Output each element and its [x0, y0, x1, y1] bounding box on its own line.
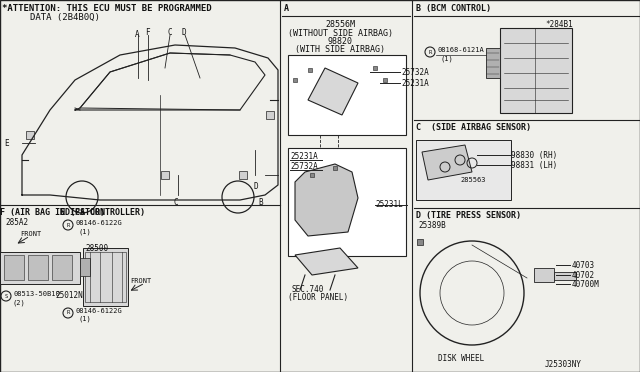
Bar: [554, 272, 576, 280]
Bar: [416, 140, 511, 200]
Text: 40700M: 40700M: [572, 280, 600, 289]
Text: D: D: [253, 182, 258, 191]
Text: 25732A: 25732A: [290, 162, 317, 171]
Text: 25231A: 25231A: [290, 152, 317, 161]
Bar: [52, 255, 72, 280]
Text: SEC.740: SEC.740: [292, 285, 324, 294]
Text: 25012N: 25012N: [55, 291, 83, 300]
Text: 25732A: 25732A: [401, 68, 429, 77]
Bar: [161, 171, 169, 179]
Bar: [288, 55, 406, 135]
Text: 25389B: 25389B: [418, 221, 445, 230]
Text: F (AIR BAG INDICATOR): F (AIR BAG INDICATOR): [0, 208, 105, 217]
Text: D: D: [182, 28, 187, 37]
Text: 40702: 40702: [572, 271, 595, 280]
Polygon shape: [308, 68, 358, 115]
Text: S: S: [4, 294, 8, 298]
Text: 40703: 40703: [572, 261, 595, 270]
Bar: [28, 255, 48, 280]
Polygon shape: [422, 145, 472, 180]
Text: R: R: [428, 49, 431, 55]
Text: A: A: [284, 4, 289, 13]
Bar: [288, 148, 406, 256]
Text: (1): (1): [79, 316, 92, 323]
Text: 98820: 98820: [328, 37, 353, 46]
Text: A: A: [135, 30, 140, 39]
Text: C: C: [167, 28, 172, 37]
Text: 08146-6122G: 08146-6122G: [75, 308, 122, 314]
Bar: [486, 48, 500, 78]
Text: R: R: [67, 311, 70, 315]
Polygon shape: [295, 248, 358, 275]
Bar: [266, 111, 274, 119]
Circle shape: [66, 181, 98, 213]
Text: 28500: 28500: [85, 244, 108, 253]
Text: D (TIRE PRESS SENSOR): D (TIRE PRESS SENSOR): [416, 211, 521, 220]
Bar: [26, 131, 34, 139]
Text: 08168-6121A: 08168-6121A: [437, 47, 484, 53]
Polygon shape: [295, 164, 358, 236]
Bar: [0, 252, 80, 284]
Text: (1): (1): [441, 55, 454, 61]
Text: F: F: [145, 28, 150, 37]
Text: B: B: [258, 198, 262, 207]
Text: *284B1: *284B1: [545, 20, 573, 29]
Text: FRONT: FRONT: [20, 231, 41, 237]
Text: DATA (2B4B0Q): DATA (2B4B0Q): [30, 13, 100, 22]
Text: R: R: [67, 222, 70, 228]
Text: E (PS CONTROLLER): E (PS CONTROLLER): [60, 208, 145, 217]
Bar: [83, 248, 128, 306]
Text: (FLOOR PANEL): (FLOOR PANEL): [288, 293, 348, 302]
Text: 08513-50B10: 08513-50B10: [13, 291, 60, 297]
Text: (WITHOUT SIDE AIRBAG): (WITHOUT SIDE AIRBAG): [287, 29, 392, 38]
Text: *ATTENTION: THIS ECU MUST BE PROGRAMMED: *ATTENTION: THIS ECU MUST BE PROGRAMMED: [2, 4, 212, 13]
Text: 08146-6122G: 08146-6122G: [75, 220, 122, 226]
Bar: [4, 255, 24, 280]
Bar: [500, 28, 572, 113]
Bar: [80, 258, 90, 276]
Text: DISK WHEEL: DISK WHEEL: [438, 354, 484, 363]
Text: FRONT: FRONT: [130, 278, 151, 284]
Text: 28556M: 28556M: [325, 20, 355, 29]
Text: E: E: [4, 139, 8, 148]
Bar: [85, 252, 126, 302]
Circle shape: [222, 181, 254, 213]
Text: B (BCM CONTROL): B (BCM CONTROL): [416, 4, 491, 13]
Text: (1): (1): [79, 228, 92, 234]
Text: 98830 (RH): 98830 (RH): [511, 151, 557, 160]
Text: C: C: [174, 198, 179, 207]
Bar: [239, 171, 247, 179]
Bar: [534, 268, 554, 282]
Text: (WITH SIDE AIRBAG): (WITH SIDE AIRBAG): [295, 45, 385, 54]
Text: 25231A: 25231A: [401, 79, 429, 88]
Text: 25231L: 25231L: [375, 200, 403, 209]
Text: 98831 (LH): 98831 (LH): [511, 161, 557, 170]
Text: (2): (2): [13, 299, 26, 305]
Text: 285563: 285563: [460, 177, 486, 183]
Text: J25303NY: J25303NY: [545, 360, 582, 369]
Text: 285A2: 285A2: [5, 218, 28, 227]
Text: C  (SIDE AIRBAG SENSOR): C (SIDE AIRBAG SENSOR): [416, 123, 531, 132]
